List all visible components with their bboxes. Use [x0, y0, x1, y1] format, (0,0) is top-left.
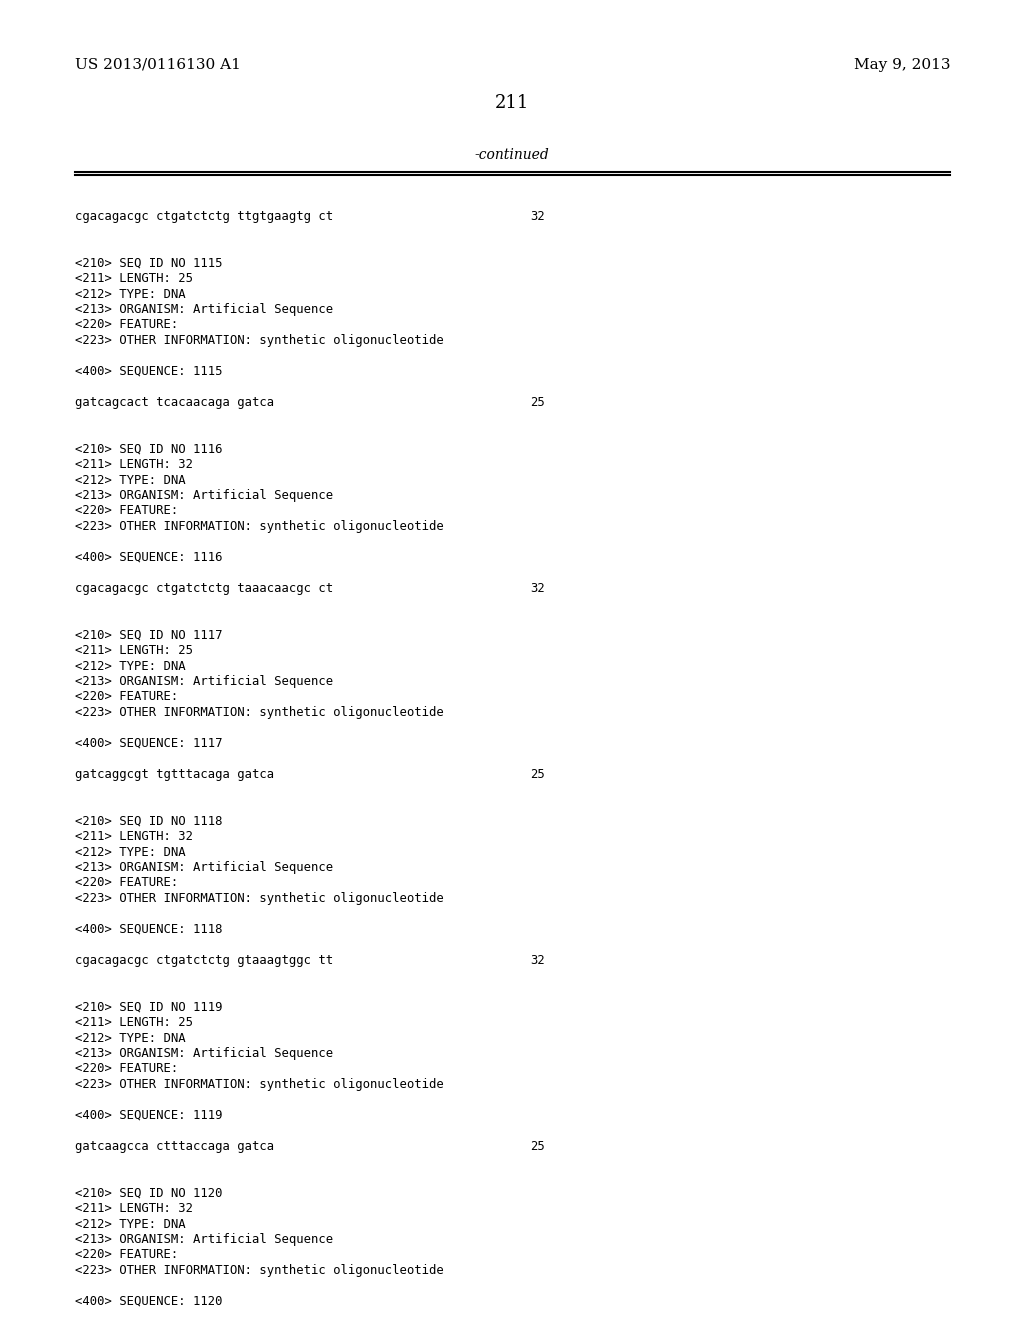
Text: <211> LENGTH: 32: <211> LENGTH: 32: [75, 1203, 193, 1214]
Text: <220> FEATURE:: <220> FEATURE:: [75, 504, 178, 517]
Text: cgacagacgc ctgatctctg gtaaagtggc tt: cgacagacgc ctgatctctg gtaaagtggc tt: [75, 954, 333, 968]
Text: <212> TYPE: DNA: <212> TYPE: DNA: [75, 1031, 185, 1044]
Text: <213> ORGANISM: Artificial Sequence: <213> ORGANISM: Artificial Sequence: [75, 1233, 333, 1246]
Text: <400> SEQUENCE: 1117: <400> SEQUENCE: 1117: [75, 737, 222, 750]
Text: 25: 25: [530, 1140, 545, 1152]
Text: 25: 25: [530, 396, 545, 409]
Text: 32: 32: [530, 582, 545, 595]
Text: <211> LENGTH: 25: <211> LENGTH: 25: [75, 644, 193, 657]
Text: <212> TYPE: DNA: <212> TYPE: DNA: [75, 846, 185, 858]
Text: <212> TYPE: DNA: <212> TYPE: DNA: [75, 288, 185, 301]
Text: cgacagacgc ctgatctctg taaacaacgc ct: cgacagacgc ctgatctctg taaacaacgc ct: [75, 582, 333, 595]
Text: <211> LENGTH: 25: <211> LENGTH: 25: [75, 1016, 193, 1030]
Text: <400> SEQUENCE: 1115: <400> SEQUENCE: 1115: [75, 366, 222, 378]
Text: <210> SEQ ID NO 1115: <210> SEQ ID NO 1115: [75, 256, 222, 269]
Text: <212> TYPE: DNA: <212> TYPE: DNA: [75, 474, 185, 487]
Text: <213> ORGANISM: Artificial Sequence: <213> ORGANISM: Artificial Sequence: [75, 1047, 333, 1060]
Text: <223> OTHER INFORMATION: synthetic oligonucleotide: <223> OTHER INFORMATION: synthetic oligo…: [75, 334, 443, 347]
Text: 211: 211: [495, 94, 529, 112]
Text: <400> SEQUENCE: 1120: <400> SEQUENCE: 1120: [75, 1295, 222, 1308]
Text: gatcagcact tcacaacaga gatca: gatcagcact tcacaacaga gatca: [75, 396, 274, 409]
Text: May 9, 2013: May 9, 2013: [853, 58, 950, 73]
Text: <400> SEQUENCE: 1118: <400> SEQUENCE: 1118: [75, 923, 222, 936]
Text: <213> ORGANISM: Artificial Sequence: <213> ORGANISM: Artificial Sequence: [75, 675, 333, 688]
Text: <212> TYPE: DNA: <212> TYPE: DNA: [75, 1217, 185, 1230]
Text: <212> TYPE: DNA: <212> TYPE: DNA: [75, 660, 185, 672]
Text: <210> SEQ ID NO 1119: <210> SEQ ID NO 1119: [75, 1001, 222, 1014]
Text: cgacagacgc ctgatctctg ttgtgaagtg ct: cgacagacgc ctgatctctg ttgtgaagtg ct: [75, 210, 333, 223]
Text: <220> FEATURE:: <220> FEATURE:: [75, 1063, 178, 1076]
Text: 32: 32: [530, 210, 545, 223]
Text: <210> SEQ ID NO 1117: <210> SEQ ID NO 1117: [75, 628, 222, 642]
Text: <211> LENGTH: 32: <211> LENGTH: 32: [75, 830, 193, 843]
Text: US 2013/0116130 A1: US 2013/0116130 A1: [75, 58, 241, 73]
Text: <223> OTHER INFORMATION: synthetic oligonucleotide: <223> OTHER INFORMATION: synthetic oligo…: [75, 1265, 443, 1276]
Text: <223> OTHER INFORMATION: synthetic oligonucleotide: <223> OTHER INFORMATION: synthetic oligo…: [75, 1078, 443, 1092]
Text: <210> SEQ ID NO 1118: <210> SEQ ID NO 1118: [75, 814, 222, 828]
Text: <220> FEATURE:: <220> FEATURE:: [75, 690, 178, 704]
Text: <400> SEQUENCE: 1116: <400> SEQUENCE: 1116: [75, 550, 222, 564]
Text: 32: 32: [530, 954, 545, 968]
Text: <223> OTHER INFORMATION: synthetic oligonucleotide: <223> OTHER INFORMATION: synthetic oligo…: [75, 892, 443, 906]
Text: <223> OTHER INFORMATION: synthetic oligonucleotide: <223> OTHER INFORMATION: synthetic oligo…: [75, 706, 443, 719]
Text: <400> SEQUENCE: 1119: <400> SEQUENCE: 1119: [75, 1109, 222, 1122]
Text: <220> FEATURE:: <220> FEATURE:: [75, 318, 178, 331]
Text: <213> ORGANISM: Artificial Sequence: <213> ORGANISM: Artificial Sequence: [75, 861, 333, 874]
Text: <220> FEATURE:: <220> FEATURE:: [75, 876, 178, 890]
Text: <213> ORGANISM: Artificial Sequence: <213> ORGANISM: Artificial Sequence: [75, 304, 333, 315]
Text: <210> SEQ ID NO 1120: <210> SEQ ID NO 1120: [75, 1187, 222, 1200]
Text: <211> LENGTH: 32: <211> LENGTH: 32: [75, 458, 193, 471]
Text: 25: 25: [530, 768, 545, 781]
Text: <220> FEATURE:: <220> FEATURE:: [75, 1249, 178, 1262]
Text: gatcaagcca ctttaccaga gatca: gatcaagcca ctttaccaga gatca: [75, 1140, 274, 1152]
Text: <210> SEQ ID NO 1116: <210> SEQ ID NO 1116: [75, 442, 222, 455]
Text: <211> LENGTH: 25: <211> LENGTH: 25: [75, 272, 193, 285]
Text: gatcaggcgt tgtttacaga gatca: gatcaggcgt tgtttacaga gatca: [75, 768, 274, 781]
Text: <213> ORGANISM: Artificial Sequence: <213> ORGANISM: Artificial Sequence: [75, 488, 333, 502]
Text: -continued: -continued: [475, 148, 549, 162]
Text: <223> OTHER INFORMATION: synthetic oligonucleotide: <223> OTHER INFORMATION: synthetic oligo…: [75, 520, 443, 533]
